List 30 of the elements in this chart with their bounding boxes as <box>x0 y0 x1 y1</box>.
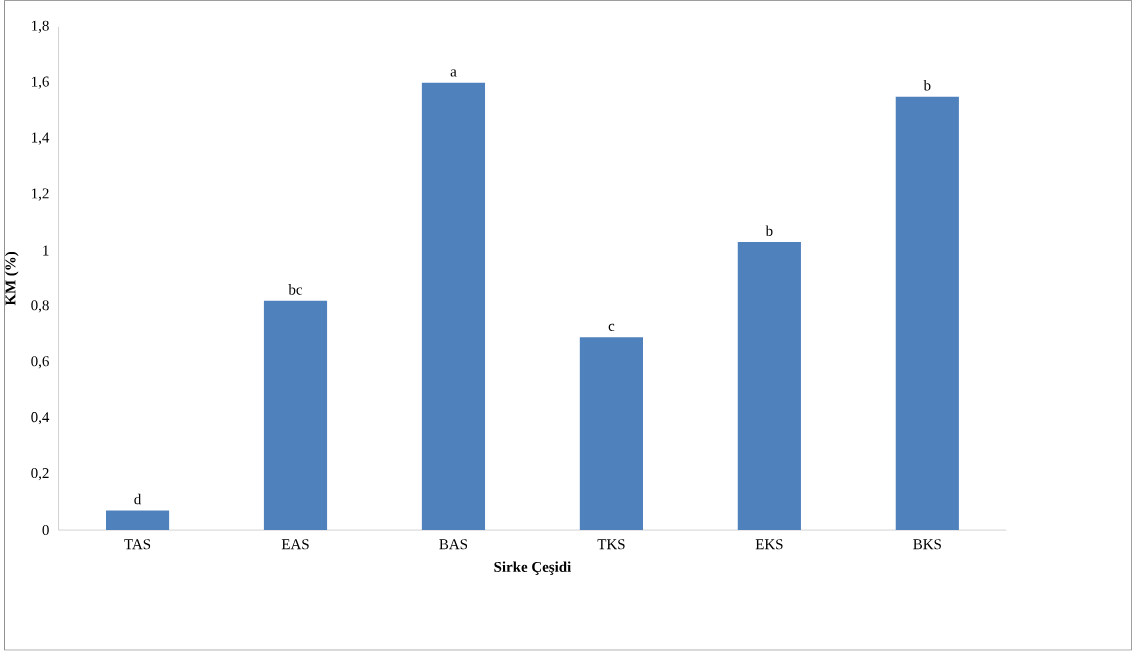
x-tick-label: BAS <box>439 539 468 550</box>
y-tick-label: 1,6 <box>32 76 49 90</box>
bar <box>737 242 801 531</box>
y-tick-label: 1,2 <box>32 188 49 201</box>
bar <box>263 301 328 531</box>
bar <box>895 96 959 531</box>
x-tick-label: TAS <box>124 539 151 550</box>
annotation: a <box>450 69 457 77</box>
annotation: c <box>608 324 615 332</box>
annotation: d <box>134 494 142 505</box>
y-tick-label: 0,6 <box>31 356 49 369</box>
y-tick-label: 0 <box>42 525 49 536</box>
y-tick-label: 1 <box>43 245 49 256</box>
x-tick-label: BKS <box>913 539 941 550</box>
x-tick-label: EAS <box>281 539 309 550</box>
x-axis-title: Sirke Çeşidi <box>494 561 572 576</box>
y-tick-label: 0,2 <box>31 468 49 481</box>
y-tick-label: 0,4 <box>31 412 50 425</box>
y-tick-label: 0,8 <box>31 300 49 313</box>
annotation: b <box>765 225 773 237</box>
annotation: bc <box>288 284 303 295</box>
y-tick-label: 1,8 <box>32 20 49 34</box>
bar <box>105 510 170 531</box>
annotation: b <box>923 80 931 91</box>
bar <box>579 337 643 531</box>
x-tick-label: EKS <box>755 539 783 550</box>
y-axis-title: KM (%) <box>4 252 19 306</box>
x-tick-label: TKS <box>597 539 625 550</box>
y-tick-label: 1,4 <box>32 132 50 145</box>
bar <box>421 82 486 531</box>
